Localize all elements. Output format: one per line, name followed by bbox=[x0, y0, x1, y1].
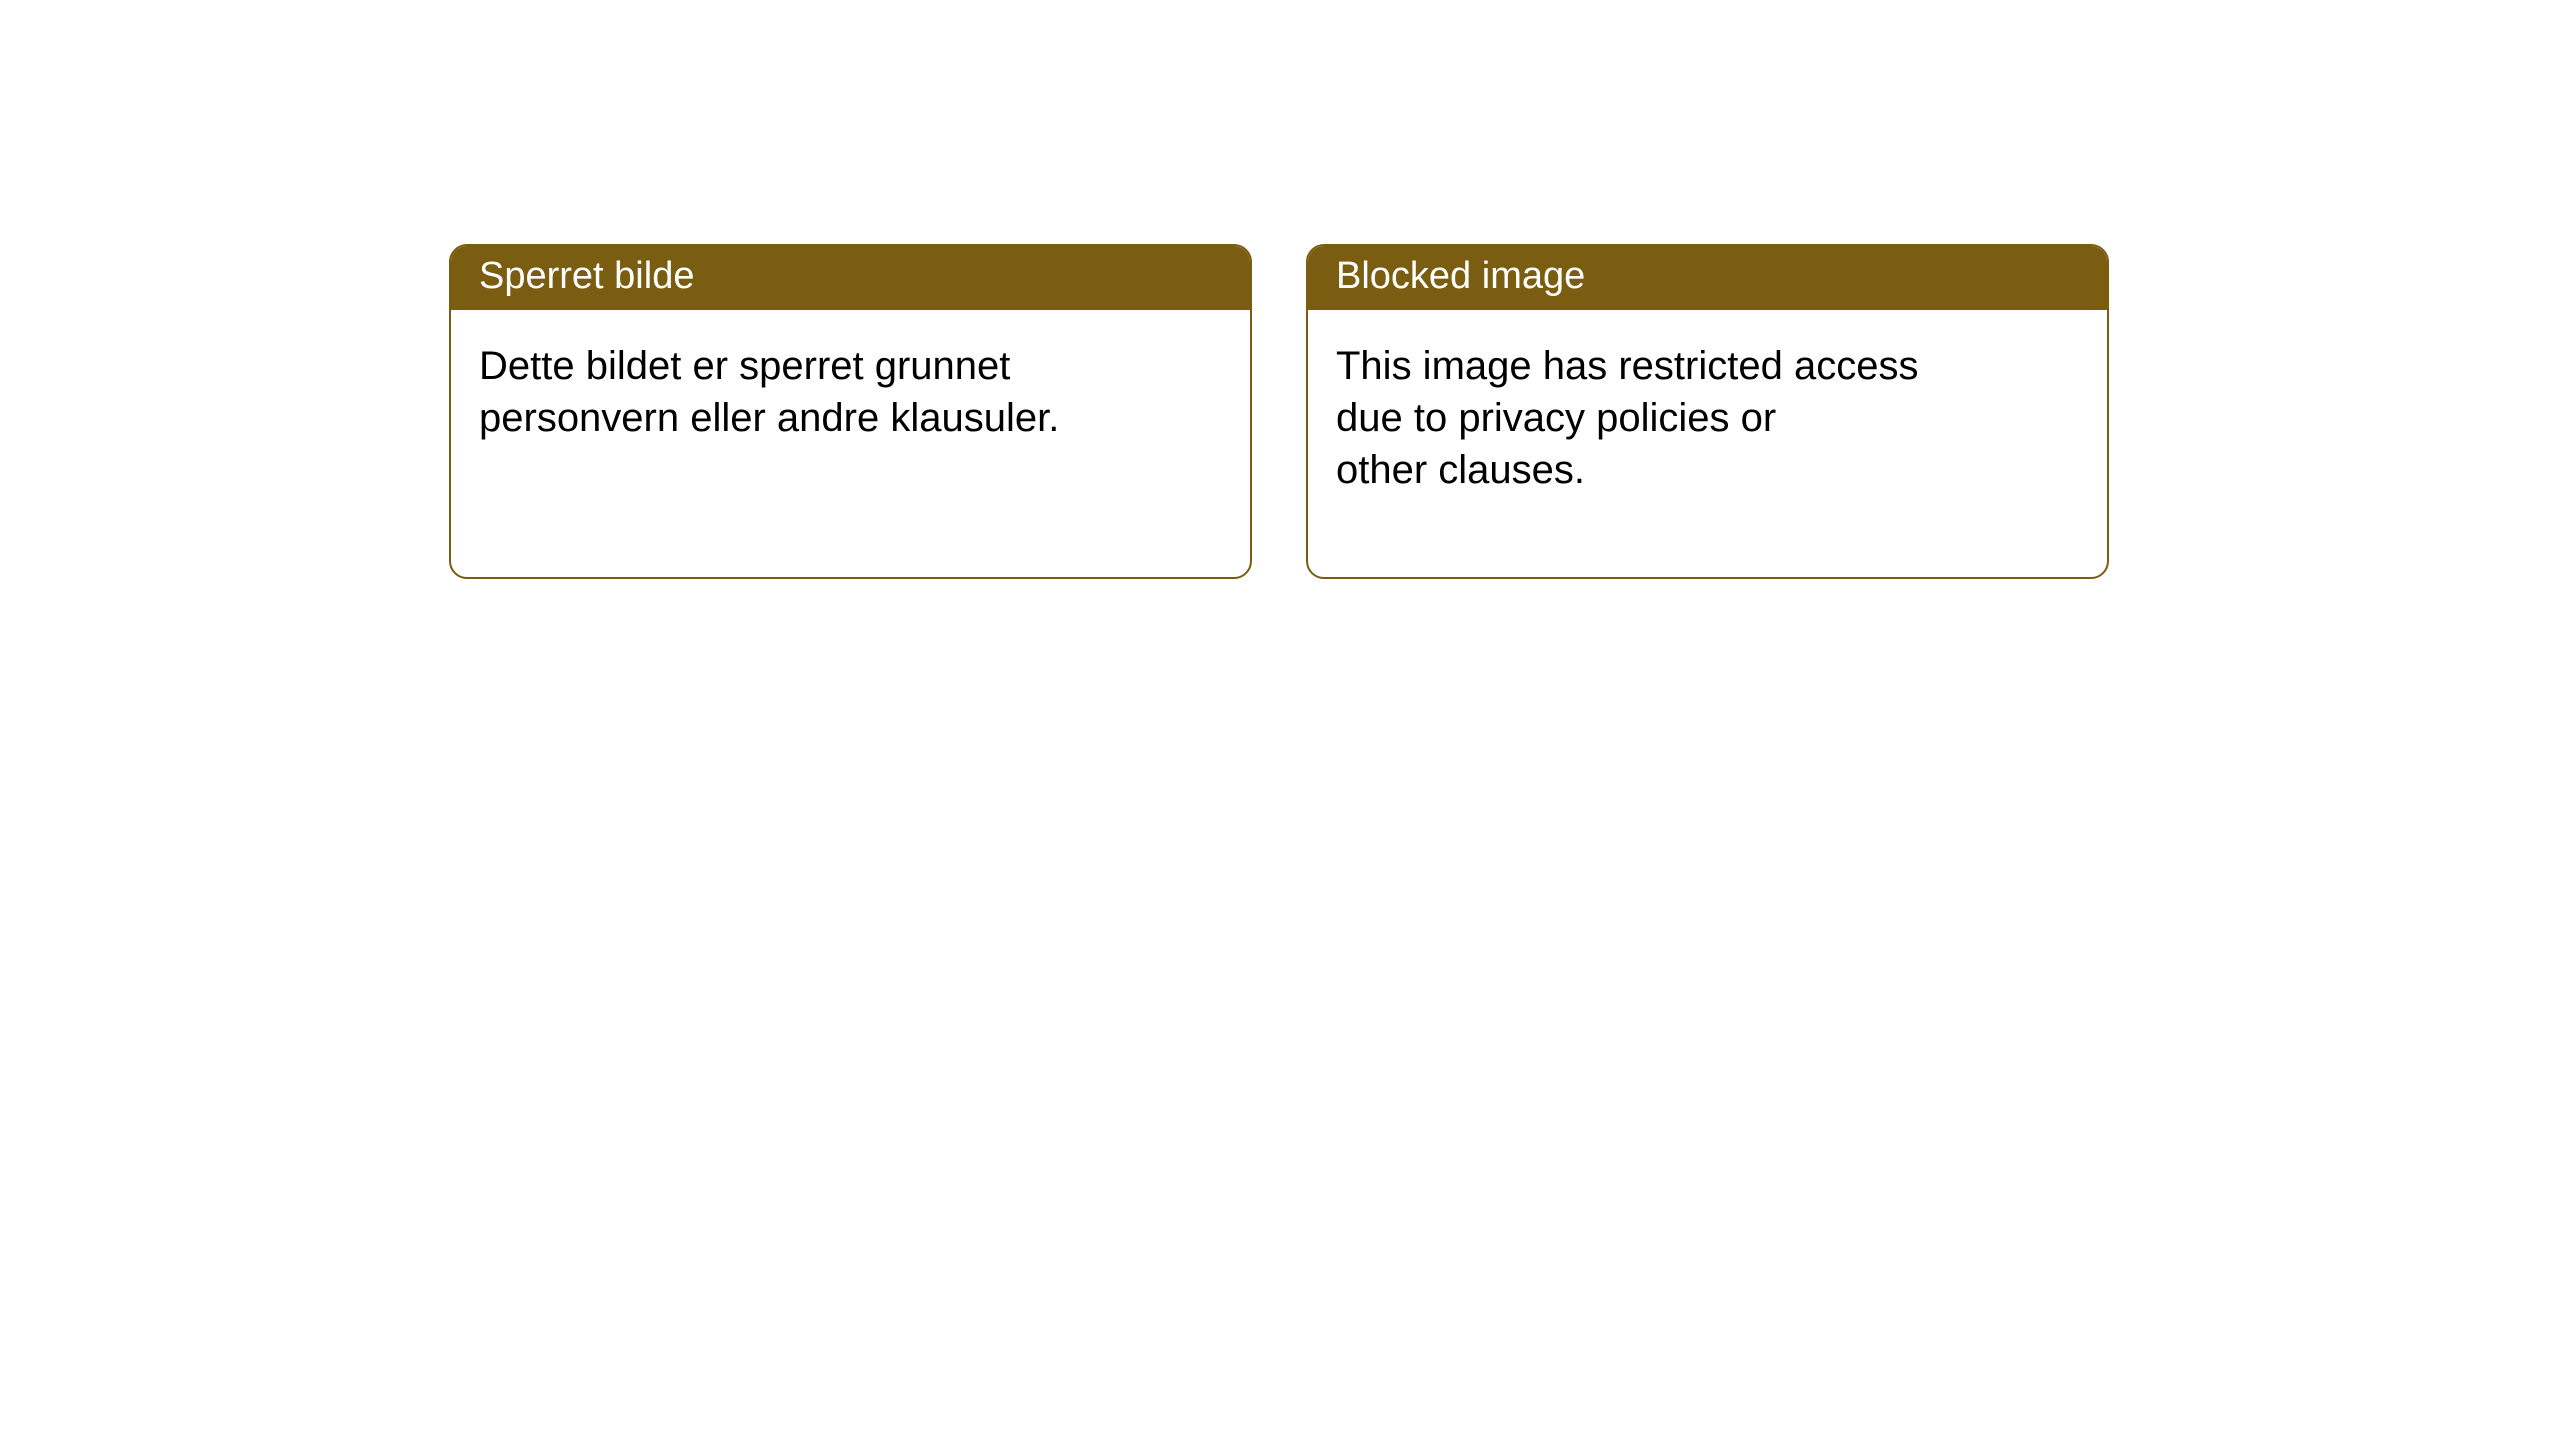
notice-header-norwegian: Sperret bilde bbox=[451, 246, 1250, 310]
notice-header-english: Blocked image bbox=[1308, 246, 2107, 310]
notice-container: Sperret bilde Dette bildet er sperret gr… bbox=[449, 244, 2109, 579]
notice-card-norwegian: Sperret bilde Dette bildet er sperret gr… bbox=[449, 244, 1252, 579]
notice-body-english: This image has restricted access due to … bbox=[1308, 310, 2107, 526]
notice-body-norwegian: Dette bildet er sperret grunnet personve… bbox=[451, 310, 1250, 474]
notice-card-english: Blocked image This image has restricted … bbox=[1306, 244, 2109, 579]
